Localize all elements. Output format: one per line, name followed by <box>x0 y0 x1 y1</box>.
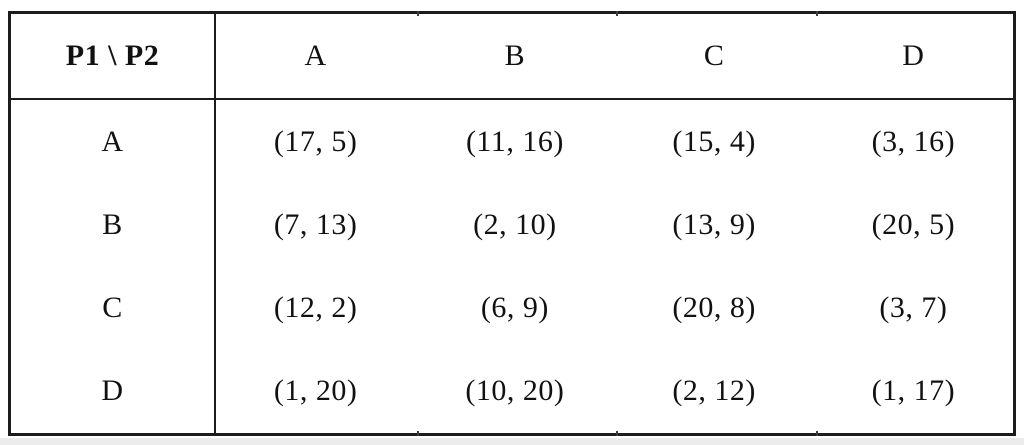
payoff-cell-d-a: (1, 20) <box>273 374 358 408</box>
bottom-edge-shadow <box>0 438 1024 445</box>
column-boundary-tick <box>616 431 618 436</box>
column-boundary-tick <box>417 431 419 436</box>
row-header-c: C <box>11 266 216 350</box>
column-header-a: A <box>216 14 416 100</box>
payoff-cell-d-d: (1, 17) <box>871 374 956 408</box>
payoff-cell-d-b: (10, 20) <box>465 374 565 408</box>
payoff-cell-d-c: (2, 12) <box>672 374 756 408</box>
row-header-a: A <box>11 100 216 184</box>
row-header-b: B <box>11 183 216 267</box>
payoff-cell-c-d: (3, 7) <box>879 291 948 325</box>
column-header-b: B <box>415 14 615 100</box>
column-boundary-tick <box>417 11 419 16</box>
payoff-cell-a-b: (11, 16) <box>465 124 564 158</box>
payoff-cell-c-c: (20, 8) <box>672 291 756 325</box>
payoff-cell-a-d: (3, 16) <box>871 124 956 158</box>
payoff-cell-a-c: (15, 4) <box>672 124 756 158</box>
payoff-cell-c-a: (12, 2) <box>273 291 358 325</box>
payoff-cell-b-b: (2, 10) <box>473 207 557 241</box>
payoff-cell-b-d: (20, 5) <box>871 207 956 241</box>
column-header-c: C <box>614 14 814 100</box>
row-header-d: D <box>11 349 216 433</box>
column-header-d: D <box>813 14 1013 100</box>
corner-header-cell: P1 \ P2 <box>11 14 216 100</box>
column-boundary-tick <box>816 11 818 16</box>
payoff-cell-a-a: (17, 5) <box>273 124 358 158</box>
column-boundary-tick <box>616 11 618 16</box>
payoff-cell-b-c: (13, 9) <box>672 207 756 241</box>
payoff-cell-c-b: (6, 9) <box>480 291 549 325</box>
payoff-cell-b-a: (7, 13) <box>273 207 358 241</box>
payoff-matrix-table: P1 \ P2 A B C D A (17, 5) (11, 16) (15, … <box>8 11 1016 436</box>
column-boundary-tick <box>816 431 818 436</box>
